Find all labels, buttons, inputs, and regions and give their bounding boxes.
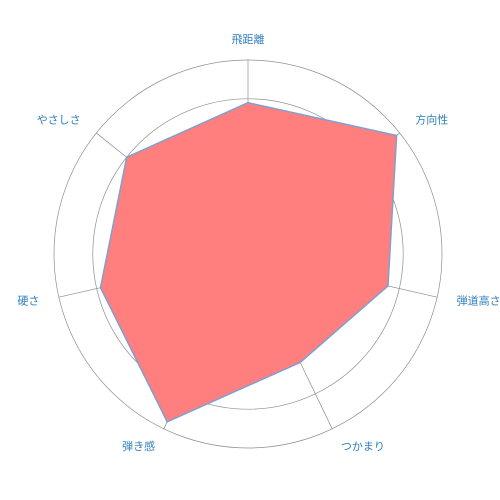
axis-label: 弾道高さ <box>457 294 500 308</box>
axis-label: 硬さ <box>17 295 39 308</box>
axis-label: 弾き感 <box>122 440 155 453</box>
axis-label: やさしさ <box>37 114 81 127</box>
series-area <box>99 101 398 423</box>
data-point <box>299 361 301 364</box>
data-point <box>395 134 398 137</box>
data-point <box>99 286 102 289</box>
data-point <box>387 285 389 287</box>
data-point <box>125 156 128 159</box>
data-point <box>166 420 168 423</box>
axis-label: 飛距離 <box>232 32 265 46</box>
axis-label: 方向性 <box>415 113 448 127</box>
data-point <box>247 101 249 104</box>
series-layer <box>99 101 398 423</box>
axis-label: つかまり <box>341 440 385 453</box>
